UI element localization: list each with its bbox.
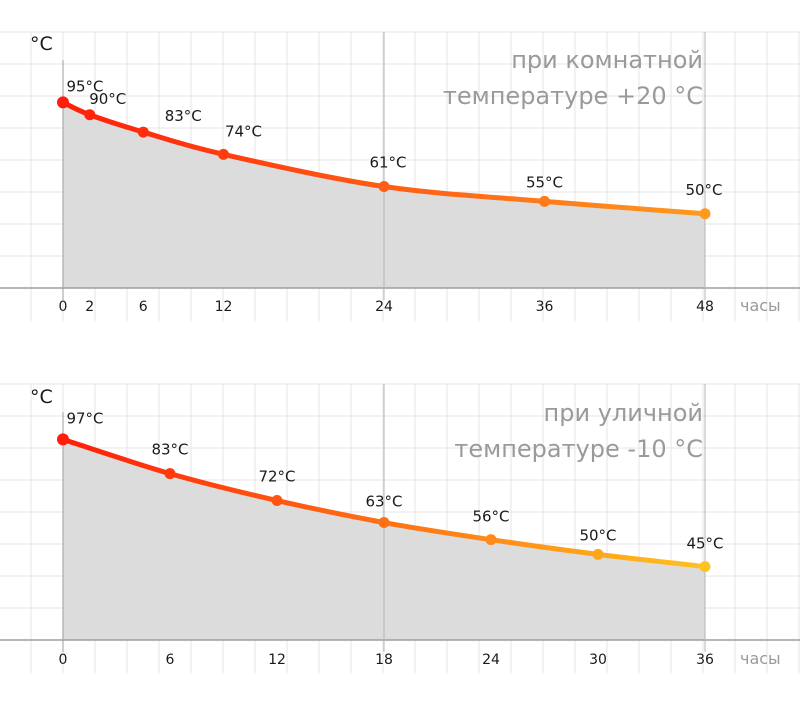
x-tick-label: 6	[139, 299, 148, 315]
data-label: 45°C	[686, 535, 723, 553]
data-point	[218, 148, 229, 160]
data-label: 83°C	[151, 441, 188, 459]
data-label: 90°C	[89, 90, 126, 108]
data-label: 56°C	[472, 508, 509, 526]
data-point	[539, 195, 550, 207]
data-point	[378, 517, 390, 529]
data-point	[485, 534, 497, 546]
data-points	[57, 433, 711, 573]
x-tick-label: 2	[85, 299, 94, 315]
x-axis-unit: часы	[740, 296, 781, 315]
chart-title-line2: температуре +20 °C	[443, 82, 703, 110]
x-tick-label: 18	[375, 652, 393, 668]
x-tick-label: 36	[536, 299, 554, 315]
data-point	[164, 468, 176, 480]
data-label: 83°C	[165, 107, 202, 125]
data-label: 55°C	[526, 173, 563, 191]
y-axis-unit: °C	[30, 386, 53, 408]
x-tick-label: 0	[59, 299, 68, 315]
data-label: 95°C	[66, 77, 103, 95]
chart-title-line1: при комнатной	[511, 46, 703, 74]
x-tick-label: 24	[482, 652, 500, 668]
data-point	[84, 109, 96, 121]
data-label: 61°C	[369, 154, 406, 172]
x-tick-label: 12	[215, 299, 233, 315]
chart-outdoor-temperature: 97°C 83°C 72°C 63°C 56°C 50°C 45°C 0 6 12 18 24 30 3…	[0, 383, 800, 673]
x-tick-label: 36	[696, 652, 714, 668]
data-label: 72°C	[258, 468, 295, 486]
chart-title-line2: температуре -10 °C	[454, 435, 703, 463]
x-tick-labels: 0 2 6 12 24 36 48	[59, 299, 714, 315]
x-tick-label: 6	[166, 652, 175, 668]
x-axis-unit: часы	[740, 649, 781, 668]
data-label: 50°C	[685, 181, 722, 199]
data-labels: 97°C 83°C 72°C 63°C 56°C 50°C 45°C	[66, 409, 723, 552]
data-point	[57, 96, 69, 109]
data-point	[378, 181, 390, 193]
data-point	[137, 126, 149, 138]
chart-title-line1: при уличной	[544, 399, 703, 427]
x-tick-label: 12	[268, 652, 286, 668]
x-tick-labels: 0 6 12 18 24 30 36	[59, 652, 714, 668]
data-point	[699, 561, 711, 573]
y-axis-unit: °C	[30, 33, 53, 55]
data-point	[57, 433, 69, 446]
data-label: 74°C	[225, 122, 262, 140]
x-tick-label: 30	[589, 652, 607, 668]
data-labels: 95°C90°C 83°C 74°C 61°C 55°C 50°C	[66, 77, 722, 198]
data-points	[57, 96, 711, 220]
chart-room-temperature: 95°C90°C 83°C 74°C 61°C 55°C 50°C 0 2 6 12 24 36 48…	[0, 31, 800, 321]
x-tick-label: 24	[375, 299, 393, 315]
series-line	[60, 99, 708, 217]
x-tick-label: 0	[59, 652, 68, 668]
data-label: 97°C	[66, 409, 103, 427]
data-point	[699, 208, 711, 220]
x-tick-label: 48	[696, 299, 714, 315]
data-point	[271, 495, 283, 507]
data-label: 50°C	[579, 526, 616, 544]
data-point	[592, 548, 604, 560]
data-label: 63°C	[365, 493, 402, 511]
